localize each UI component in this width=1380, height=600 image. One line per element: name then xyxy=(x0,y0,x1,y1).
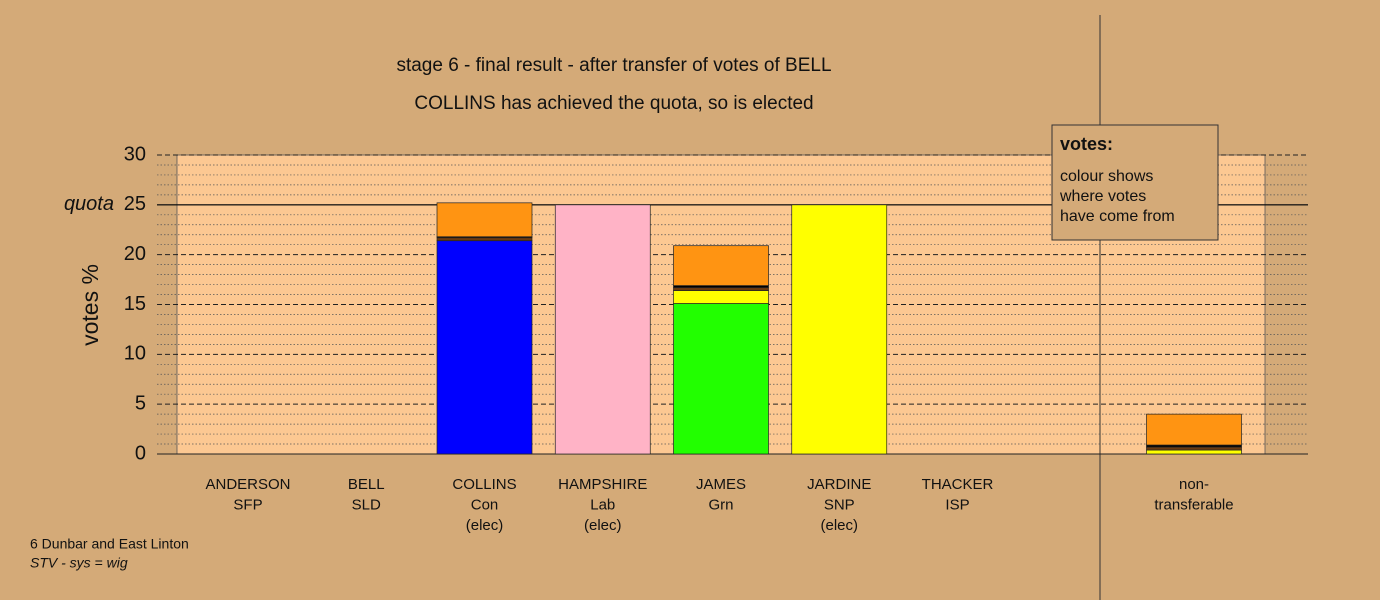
x-tick-label: non- xyxy=(1179,476,1209,493)
y-tick-label: 15 xyxy=(124,293,146,315)
footer-line: 6 Dunbar and East Linton xyxy=(30,536,189,552)
bar-segment xyxy=(1146,413,1242,446)
y-tick-label: 25 xyxy=(124,193,146,215)
footer-line: STV - sys = wig xyxy=(30,555,128,571)
bar-segment xyxy=(1146,449,1242,455)
x-tick-label: Grn xyxy=(708,496,733,513)
y-tick-label: 30 xyxy=(124,143,146,165)
chart-title: stage 6 - final result - after transfer … xyxy=(396,55,831,76)
y-tick-label: 10 xyxy=(124,343,146,365)
x-tick-label: (elec) xyxy=(820,517,858,534)
x-tick-label: ANDERSON xyxy=(205,476,290,493)
bar-segment xyxy=(436,202,533,238)
chart-subtitle: COLLINS has achieved the quota, so is el… xyxy=(414,93,813,114)
x-tick-label: JAMES xyxy=(696,476,746,493)
quota-label: quota xyxy=(64,193,114,215)
x-tick-label: BELL xyxy=(348,476,385,493)
x-tick-label: JARDINE xyxy=(807,476,871,493)
bar-segment xyxy=(436,240,533,455)
x-tick-label: SLD xyxy=(352,496,381,513)
x-tick-label: Con xyxy=(471,496,499,513)
legend-text: where votes xyxy=(1059,188,1146,205)
bar-segment xyxy=(1146,446,1242,451)
y-axis-label: votes % xyxy=(77,264,103,346)
x-tick-label: THACKER xyxy=(922,476,994,493)
x-tick-label: SFP xyxy=(233,496,262,513)
legend-box xyxy=(1051,124,1219,241)
bar-segment xyxy=(436,237,533,242)
bar-segment xyxy=(673,287,769,291)
x-tick-label: transferable xyxy=(1154,496,1233,513)
y-tick-label: 0 xyxy=(135,442,146,464)
x-tick-label: (elec) xyxy=(466,517,504,534)
x-tick-label: Lab xyxy=(590,496,615,513)
x-tick-label: HAMPSHIRE xyxy=(558,476,647,493)
x-tick-label: (elec) xyxy=(584,517,622,534)
bar-segment xyxy=(673,303,769,455)
bar-segment xyxy=(673,290,769,304)
y-tick-label: 20 xyxy=(124,243,146,265)
bar-segment xyxy=(554,204,651,455)
y-tick-label: 5 xyxy=(135,392,146,414)
bar-segment xyxy=(791,204,888,455)
legend-text: have come from xyxy=(1060,208,1175,225)
x-tick-label: ISP xyxy=(945,496,969,513)
x-tick-label: COLLINS xyxy=(452,476,516,493)
bar-segment xyxy=(673,245,769,286)
legend-text: colour shows xyxy=(1060,168,1153,185)
legend-title: votes: xyxy=(1060,134,1113,154)
x-tick-label: SNP xyxy=(824,496,855,513)
